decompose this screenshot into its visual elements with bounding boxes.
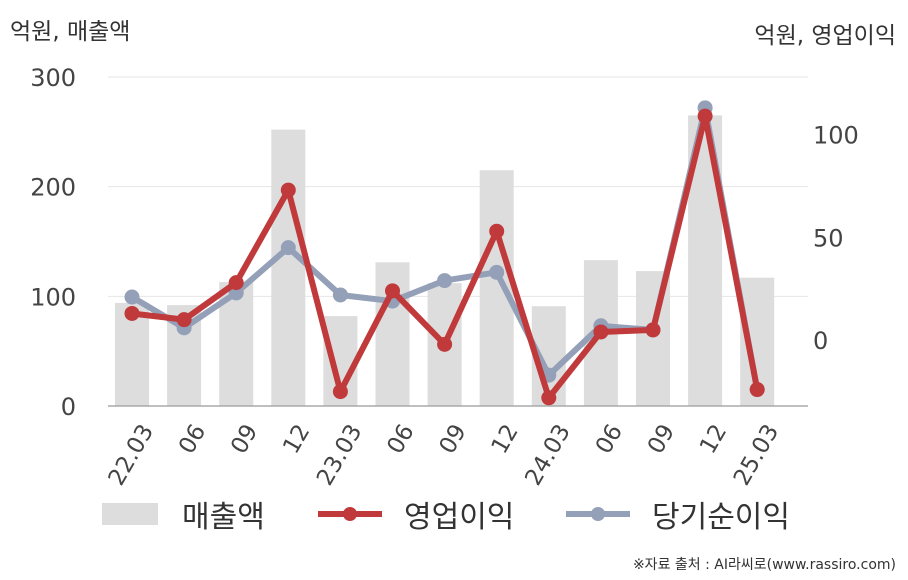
legend-label-net-profit: 당기순이익 xyxy=(652,500,790,535)
net-profit-point xyxy=(228,285,244,301)
legend-item-revenue: 매출액 xyxy=(102,492,265,536)
x-axis-tick-label: 23.03 xyxy=(312,420,367,490)
operating-profit-point xyxy=(489,223,505,239)
legend-item-net-profit: 당기순이익 xyxy=(566,492,790,536)
net-profit-point xyxy=(332,287,348,303)
legend-label-revenue: 매출액 xyxy=(182,500,265,535)
x-axis-tick-label: 22.03 xyxy=(104,420,159,490)
x-axis-tick-label: 06 xyxy=(174,420,211,458)
revenue-bar xyxy=(479,170,514,406)
x-axis-tick-label: 06 xyxy=(382,420,419,458)
operating-profit-point xyxy=(593,324,609,340)
right-axis-tick-label: 50 xyxy=(813,224,844,252)
right-axis-tick-label: 100 xyxy=(813,122,859,150)
operating-profit-point xyxy=(176,312,192,328)
left-axis-tick-label: 0 xyxy=(61,393,76,421)
left-axis-tick-label: 300 xyxy=(30,64,76,92)
operating-profit-point xyxy=(749,382,765,398)
legend-label-operating-profit: 영업이익 xyxy=(404,500,515,535)
operating-profit-point xyxy=(437,336,453,352)
operating-profit-point xyxy=(645,322,661,338)
left-axis-tick-label: 100 xyxy=(30,283,76,311)
operating-profit-point xyxy=(280,182,296,198)
x-axis-tick-label: 09 xyxy=(226,420,263,458)
x-axis-tick-label: 09 xyxy=(435,420,472,458)
x-axis-tick-label: 24.03 xyxy=(520,420,575,490)
operating-profit-point xyxy=(332,384,348,400)
right-axis-unit-label: 억원, 영업이익 xyxy=(754,23,896,49)
operating-profit-point xyxy=(385,283,400,299)
operating-profit-point xyxy=(541,390,557,406)
x-axis-tick-label: 12 xyxy=(278,420,315,458)
legend-item-operating-profit: 영업이익 xyxy=(318,492,514,536)
x-axis-tick-label: 12 xyxy=(695,420,732,458)
left-axis-unit-label: 억원, 매출액 xyxy=(10,19,131,45)
net-profit-point xyxy=(280,240,296,256)
x-axis-tick-label: 25.03 xyxy=(729,420,784,490)
x-axis-tick-label: 09 xyxy=(643,420,680,458)
left-axis-tick-label: 200 xyxy=(30,174,76,202)
x-axis-tick-label: 12 xyxy=(487,420,524,458)
net-profit-point xyxy=(437,273,453,289)
right-axis-tick-label: 0 xyxy=(813,327,828,355)
source-credit: ※자료 출처 : AI라씨로(www.rassiro.com) xyxy=(632,557,896,573)
net-profit-point xyxy=(124,289,140,305)
revenue-bar xyxy=(271,129,306,406)
x-axis-tick-label: 06 xyxy=(591,420,628,458)
operating-profit-point xyxy=(124,305,140,321)
operating-profit-point xyxy=(228,275,244,291)
operating-profit-point xyxy=(697,108,713,124)
legend-bar-swatch xyxy=(102,503,158,525)
net-profit-point xyxy=(489,264,505,280)
legend-line-swatch-operating-profit xyxy=(318,503,382,525)
legend-line-swatch-net-profit xyxy=(566,503,630,525)
